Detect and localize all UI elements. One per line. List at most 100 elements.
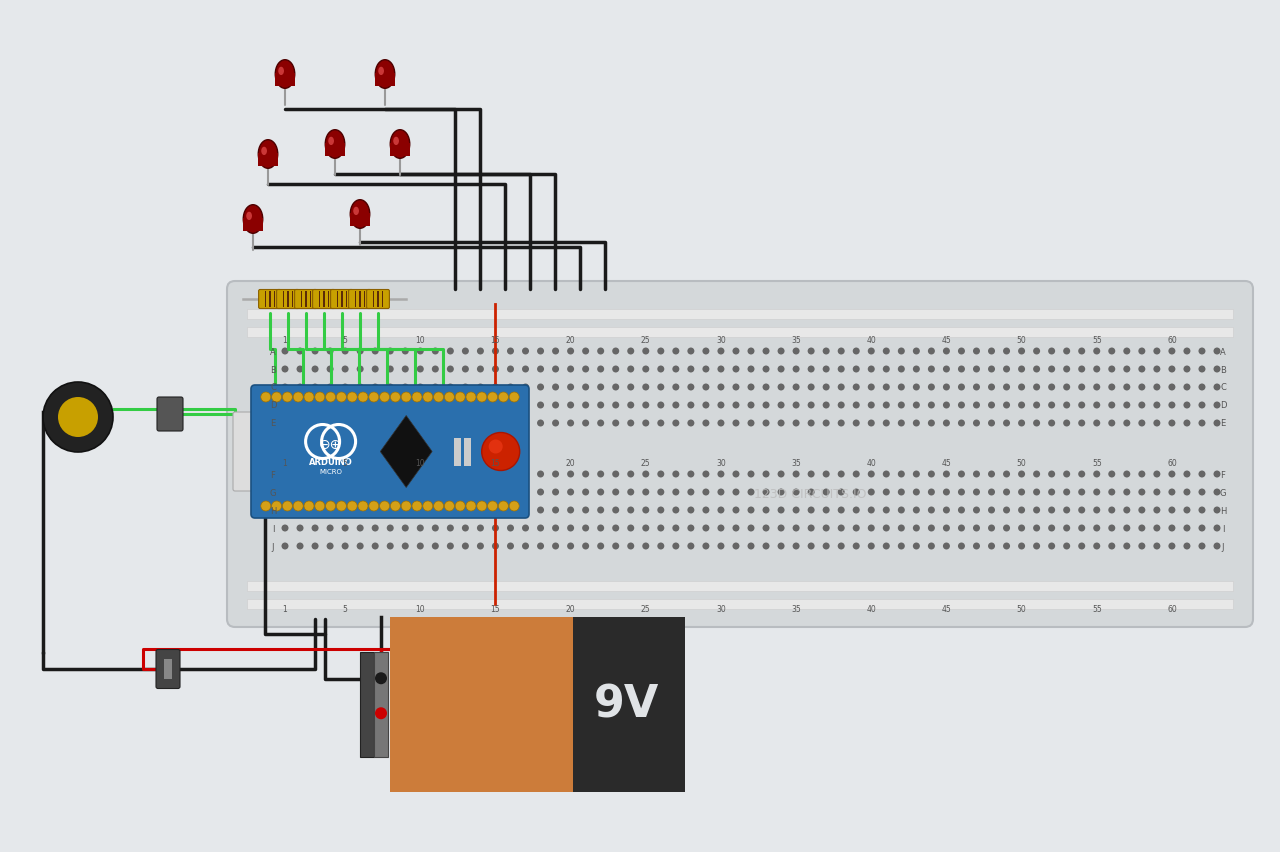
Circle shape — [357, 402, 364, 409]
Circle shape — [271, 502, 282, 511]
Circle shape — [732, 507, 740, 514]
Circle shape — [282, 525, 288, 532]
Circle shape — [567, 489, 575, 496]
Circle shape — [412, 393, 422, 402]
Circle shape — [1213, 402, 1221, 409]
Bar — [374, 653, 388, 757]
Circle shape — [462, 420, 468, 427]
Bar — [247, 581, 1233, 591]
Circle shape — [1064, 507, 1070, 514]
Circle shape — [703, 402, 709, 409]
Circle shape — [387, 525, 394, 532]
Circle shape — [658, 384, 664, 391]
Circle shape — [837, 384, 845, 391]
Circle shape — [612, 402, 620, 409]
Circle shape — [387, 348, 394, 355]
Circle shape — [431, 384, 439, 391]
Circle shape — [732, 525, 740, 532]
Circle shape — [1004, 543, 1010, 550]
Circle shape — [326, 507, 334, 514]
Circle shape — [1108, 471, 1115, 478]
Circle shape — [1018, 507, 1025, 514]
Circle shape — [1169, 420, 1175, 427]
Circle shape — [402, 420, 408, 427]
Circle shape — [552, 366, 559, 373]
Circle shape — [732, 384, 740, 391]
Circle shape — [1184, 420, 1190, 427]
Bar — [275, 73, 294, 87]
Circle shape — [643, 489, 649, 496]
Circle shape — [732, 366, 740, 373]
Circle shape — [342, 489, 348, 496]
Text: 40: 40 — [867, 458, 876, 467]
Circle shape — [1213, 507, 1221, 514]
Circle shape — [748, 507, 754, 514]
Circle shape — [371, 489, 379, 496]
Circle shape — [1018, 525, 1025, 532]
Circle shape — [417, 525, 424, 532]
Circle shape — [1078, 420, 1085, 427]
Text: 25: 25 — [641, 605, 650, 613]
Circle shape — [1184, 384, 1190, 391]
Circle shape — [777, 525, 785, 532]
Circle shape — [297, 471, 303, 478]
Circle shape — [582, 507, 589, 514]
Circle shape — [1078, 348, 1085, 355]
Circle shape — [763, 525, 769, 532]
FancyBboxPatch shape — [227, 282, 1253, 627]
Circle shape — [347, 393, 357, 402]
Text: 45: 45 — [942, 335, 951, 344]
Circle shape — [1004, 384, 1010, 391]
Bar — [164, 659, 172, 679]
Circle shape — [672, 489, 680, 496]
Circle shape — [868, 543, 874, 550]
Circle shape — [507, 366, 515, 373]
Text: J: J — [271, 542, 274, 551]
Bar — [375, 73, 394, 87]
Circle shape — [792, 366, 800, 373]
FancyBboxPatch shape — [251, 386, 529, 518]
Circle shape — [1018, 489, 1025, 496]
Circle shape — [390, 502, 401, 511]
Circle shape — [717, 348, 724, 355]
Circle shape — [357, 525, 364, 532]
Circle shape — [477, 489, 484, 496]
Circle shape — [1018, 348, 1025, 355]
Text: A: A — [270, 347, 276, 356]
Text: 15: 15 — [490, 605, 500, 613]
Text: 50: 50 — [1016, 335, 1027, 344]
Circle shape — [476, 502, 486, 511]
Circle shape — [988, 507, 995, 514]
Circle shape — [1093, 420, 1101, 427]
Circle shape — [371, 348, 379, 355]
Circle shape — [627, 507, 635, 514]
Circle shape — [612, 543, 620, 550]
Circle shape — [1198, 471, 1206, 478]
Circle shape — [477, 525, 484, 532]
Circle shape — [913, 489, 920, 496]
Text: 30: 30 — [716, 458, 726, 467]
Circle shape — [928, 348, 934, 355]
Circle shape — [1124, 525, 1130, 532]
Circle shape — [417, 402, 424, 409]
Bar — [355, 291, 356, 308]
Circle shape — [462, 489, 468, 496]
Circle shape — [823, 402, 829, 409]
Circle shape — [897, 420, 905, 427]
Circle shape — [538, 402, 544, 409]
Circle shape — [538, 420, 544, 427]
Circle shape — [868, 420, 874, 427]
Circle shape — [1033, 525, 1041, 532]
Circle shape — [1169, 525, 1175, 532]
Bar — [351, 214, 370, 227]
Circle shape — [582, 384, 589, 391]
Circle shape — [897, 402, 905, 409]
Circle shape — [897, 348, 905, 355]
Text: 30: 30 — [716, 605, 726, 613]
Circle shape — [538, 525, 544, 532]
Text: E: E — [270, 419, 275, 428]
Circle shape — [1184, 525, 1190, 532]
Text: 45: 45 — [942, 605, 951, 613]
Circle shape — [717, 420, 724, 427]
Text: 5: 5 — [343, 335, 348, 344]
